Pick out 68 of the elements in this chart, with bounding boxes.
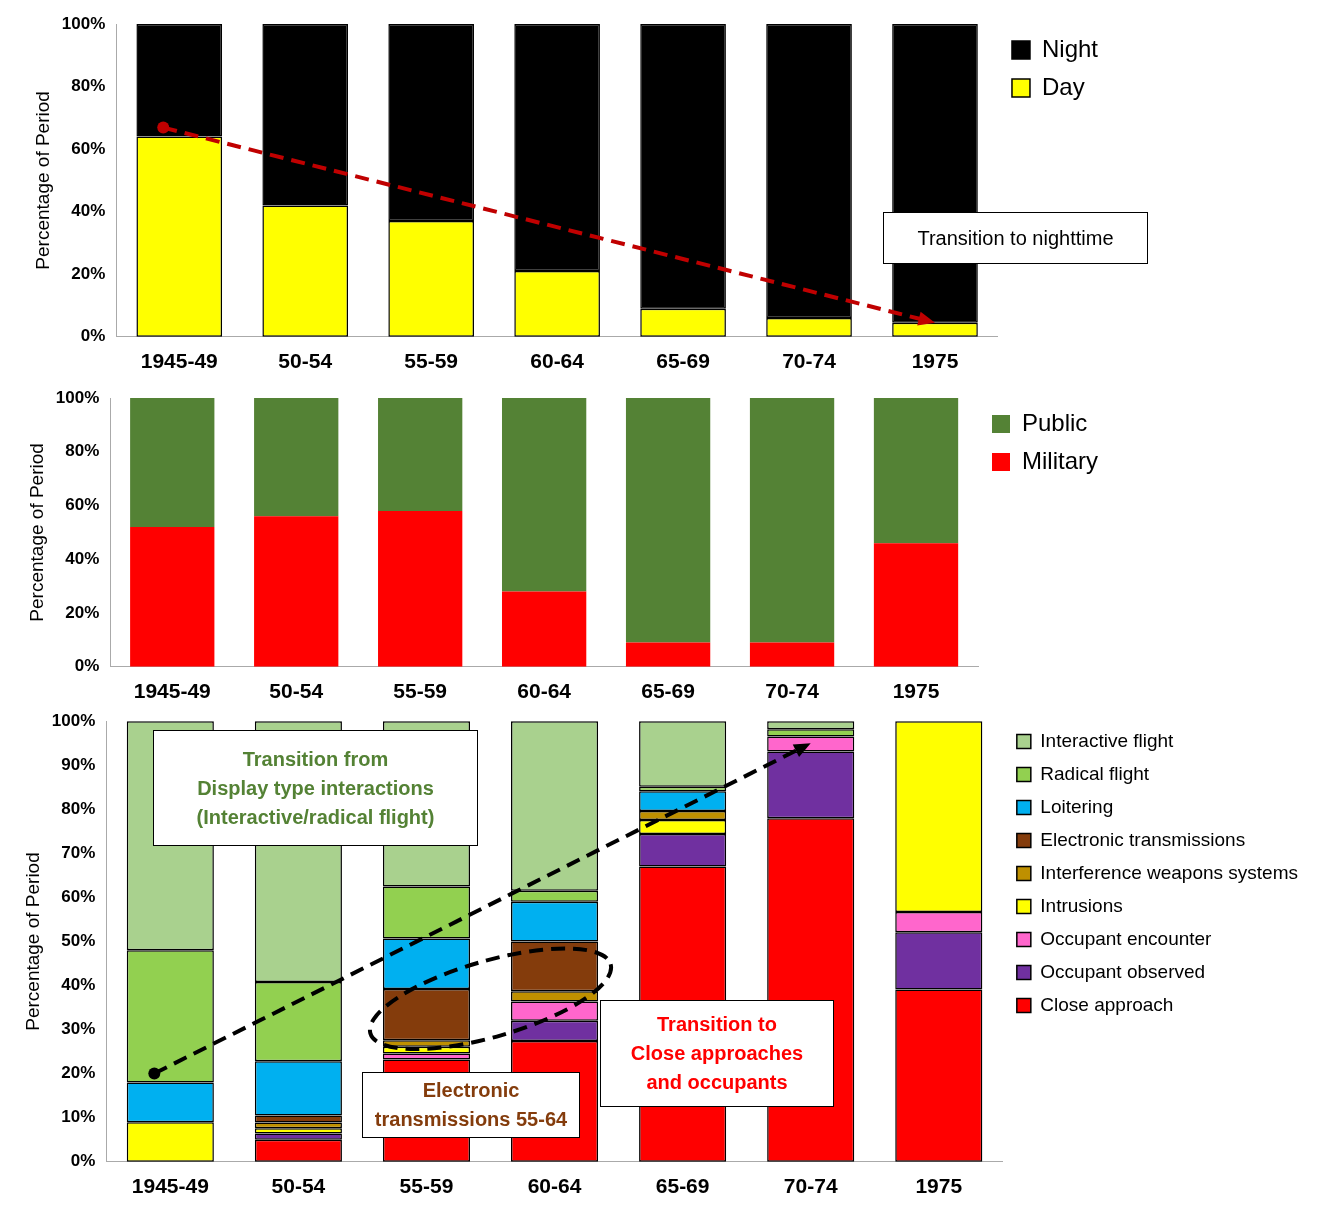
x-tick-label: 1945-49 — [131, 1174, 209, 1198]
x-tick-label: 65-69 — [641, 679, 695, 703]
x-tick-label: 65-69 — [656, 349, 710, 373]
x-tick-label: 50-54 — [278, 349, 333, 373]
y-tick-label: 80% — [61, 799, 96, 819]
x-tick-label: 55-59 — [404, 349, 459, 373]
x-tick-label: 60-64 — [530, 349, 585, 373]
x-tick-label: 70-74 — [783, 1174, 838, 1198]
y-tick-label: 100% — [61, 13, 106, 33]
y-tick-label: 60% — [65, 495, 100, 515]
annotation: Transition to Close approaches and occupants — [630, 1012, 804, 1095]
legend-label: Interactive flight — [1040, 729, 1175, 751]
y-tick-label: 60% — [71, 138, 106, 158]
legend-label: Electronic transmissions — [1040, 828, 1246, 850]
y-tick-label: 40% — [65, 548, 100, 568]
legend-label: Radical flight — [1040, 762, 1150, 784]
legend-label: Occupant encounter — [1040, 927, 1213, 949]
legend-label: Night — [1041, 34, 1099, 62]
x-tick-label: 50-54 — [269, 679, 324, 703]
legend-label: Intrusions — [1040, 894, 1123, 916]
legend-label: Loitering — [1040, 795, 1114, 817]
y-tick-label: 40% — [71, 201, 106, 221]
x-tick-label: 50-54 — [271, 1174, 326, 1198]
y-tick-label: 30% — [61, 1019, 96, 1039]
y-tick-label: 100% — [55, 387, 100, 407]
legend-label: Military — [1022, 446, 1098, 474]
y-tick-label: 20% — [65, 602, 100, 622]
legend-label: Interference weapons systems — [1040, 861, 1299, 883]
y-tick-label: 90% — [61, 754, 96, 774]
y-tick-label: 0% — [70, 1151, 96, 1171]
annotation: Transition to nighttime — [917, 225, 1114, 251]
x-tick-label: 60-64 — [517, 679, 572, 703]
annotation: Electronic transmissions 55-64 — [374, 1078, 568, 1132]
y-tick-label: 50% — [61, 931, 96, 951]
legend-label: Close approach — [1040, 993, 1174, 1015]
annotation: Transition from Display type interactions (Interactive/radical flight) — [196, 746, 435, 830]
y-tick-label: 0% — [80, 326, 106, 346]
x-tick-label: 65-69 — [655, 1174, 710, 1198]
y-axis-title: Percentage of Period — [31, 91, 53, 270]
callout-box: Transition to Close approaches and occupants — [600, 1000, 834, 1107]
y-tick-label: 0% — [74, 656, 100, 676]
legend-label: Day — [1041, 72, 1085, 100]
callout-box: Electronic transmissions 55-64 — [362, 1072, 580, 1138]
y-axis-title: Percentage of Period — [21, 852, 43, 1031]
x-tick-label: 1975 — [911, 349, 959, 373]
y-tick-label: 60% — [61, 887, 96, 907]
y-tick-label: 20% — [61, 1063, 96, 1083]
y-tick-label: 40% — [61, 975, 96, 995]
y-tick-label: 20% — [71, 263, 106, 283]
y-axis-title: Percentage of Period — [25, 443, 47, 622]
y-tick-label: 10% — [61, 1107, 96, 1127]
y-tick-label: 100% — [51, 710, 96, 730]
x-tick-label: 1945-49 — [140, 349, 218, 373]
y-tick-label: 80% — [65, 441, 100, 461]
x-tick-label: 1975 — [915, 1174, 963, 1198]
y-tick-label: 80% — [71, 76, 106, 96]
x-tick-label: 1945-49 — [133, 679, 211, 703]
y-tick-label: 70% — [61, 843, 96, 863]
legend-label: Public — [1022, 408, 1088, 436]
x-tick-label: 70-74 — [765, 679, 820, 703]
x-tick-label: 55-59 — [393, 679, 448, 703]
callout-box: Transition to nighttime — [883, 212, 1148, 264]
x-tick-label: 1975 — [892, 679, 940, 703]
callout-box: Transition from Display type interactions (Interactive/radical flight) — [153, 730, 478, 846]
legend-label: Occupant observed — [1040, 960, 1206, 982]
x-tick-label: 60-64 — [527, 1174, 582, 1198]
x-tick-label: 55-59 — [399, 1174, 454, 1198]
x-tick-label: 70-74 — [782, 349, 837, 373]
